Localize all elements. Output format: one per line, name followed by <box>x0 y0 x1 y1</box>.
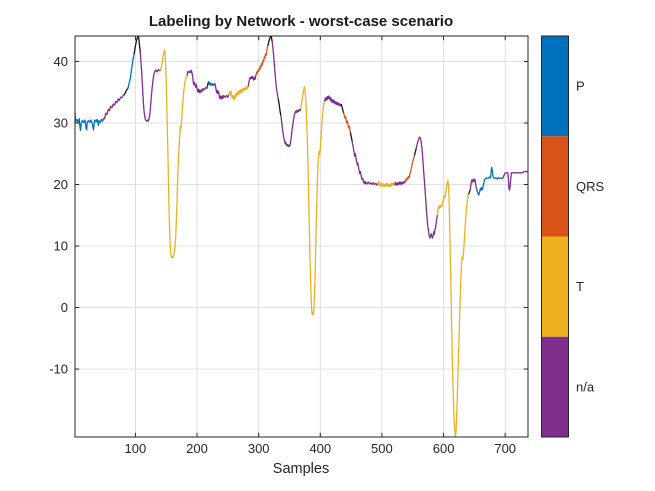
signal-segment-n/a <box>186 70 209 94</box>
y-tick-label: 0 <box>61 300 68 315</box>
colorbar-label-QRS: QRS <box>576 179 605 194</box>
signal-segment-n/a <box>103 94 125 120</box>
signal-segment-n/a <box>501 170 528 191</box>
signal-segment-unlabeled <box>267 36 273 47</box>
signal-segment-T <box>436 180 470 437</box>
signal-segment-P <box>75 111 106 132</box>
y-tick-label: 30 <box>54 116 68 131</box>
signal-segment-QRS <box>343 112 352 134</box>
signal-segment-n/a <box>469 178 478 191</box>
x-tick-label: 400 <box>309 441 331 456</box>
colorbar-label-n/a: n/a <box>576 379 595 394</box>
signal-segment-unlabeled <box>340 103 345 114</box>
y-tick-labels: -10 0 10 20 30 40 <box>49 54 68 377</box>
signal-trace <box>75 36 528 437</box>
signal-segment-n/a <box>351 141 379 186</box>
colorbar-segment-P <box>541 36 569 137</box>
signal-segment-P <box>127 52 135 89</box>
x-tick-label: 300 <box>248 441 270 456</box>
signal-segment-T <box>299 86 326 316</box>
colorbar-segment-T <box>541 236 569 337</box>
signal-segment-T <box>377 180 396 188</box>
colorbar-segment-n/a <box>541 336 569 437</box>
colorbar <box>541 35 569 438</box>
plot-border <box>74 35 529 438</box>
y-tick-label: 10 <box>54 239 68 254</box>
x-tick-label: 600 <box>433 441 455 456</box>
y-tick-label: 20 <box>54 177 68 192</box>
colorbar-label-P: P <box>576 79 585 94</box>
x-tick-label: 100 <box>125 441 147 456</box>
axis-ticks <box>75 36 528 437</box>
x-tick-label: 500 <box>371 441 393 456</box>
signal-segment-n/a <box>271 41 280 101</box>
grid <box>75 36 528 437</box>
signal-segment-QRS <box>255 44 269 76</box>
signal-segment-T <box>160 49 188 259</box>
colorbar-border <box>541 35 569 438</box>
signal-segment-n/a <box>323 95 342 107</box>
signal-segment-unlabeled <box>123 87 129 96</box>
x-axis-label: Samples <box>273 461 329 477</box>
x-tick-label: 200 <box>186 441 208 456</box>
signal-segment-n/a <box>139 51 162 122</box>
signal-segment-P <box>476 166 503 196</box>
x-tick-label: 700 <box>494 441 516 456</box>
x-tick-labels: 100 200 300 400 500 600 700 <box>125 441 517 456</box>
signal-segment-T <box>228 85 249 101</box>
signal-segment-P <box>208 81 216 87</box>
signal-segment-n/a <box>280 108 302 148</box>
y-tick-label: 40 <box>54 54 68 69</box>
chart-title: Labeling by Network - worst-case scenari… <box>149 13 453 30</box>
signal-segment-n/a <box>394 180 407 186</box>
signal-segment-unlabeled <box>277 99 282 117</box>
colorbar-segment-QRS <box>541 136 569 237</box>
y-tick-label: -10 <box>49 362 68 377</box>
signal-segment-n/a <box>415 136 439 239</box>
colorbar-label-T: T <box>576 279 584 294</box>
signal-segment-n/a <box>247 73 257 87</box>
signal-segment-n/a <box>214 83 230 100</box>
signal-segment-QRS <box>404 154 416 183</box>
signal-segment-unlabeled <box>413 146 418 156</box>
signal-segment-unlabeled <box>349 132 353 143</box>
colorbar-labels: P QRS Tn/a <box>576 79 605 395</box>
